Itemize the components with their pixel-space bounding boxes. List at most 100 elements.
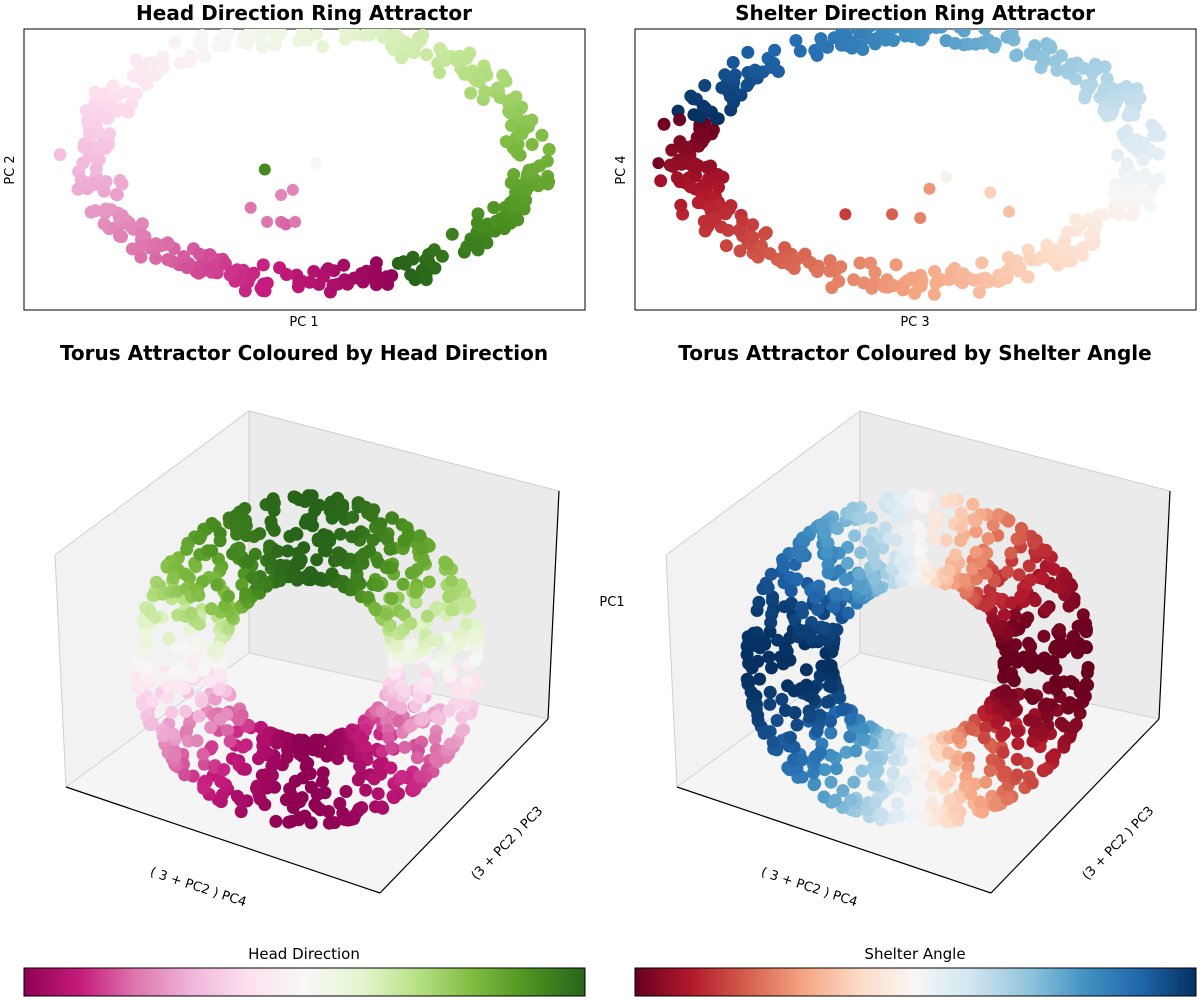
torus-point [844,713,858,726]
ring-point [121,105,135,119]
ring-point [86,105,100,118]
torus-point [763,685,777,699]
ring-point [240,37,254,51]
outlier-point [310,157,323,170]
torus-point [270,736,284,750]
torus-point [977,731,991,745]
ring-point [972,285,986,299]
torus-point [820,546,834,560]
ring-point [968,273,981,287]
torus-point [1025,776,1039,790]
torus-point [397,534,411,547]
torus-point [824,714,837,728]
torus-point [914,526,928,539]
torus-point [303,767,317,781]
ring-point [1136,153,1150,167]
torus-point [1026,734,1040,748]
panel4-title: Torus Attractor Coloured by Shelter Angl… [678,341,1151,365]
ring-point [337,258,351,272]
colorbar-head-direction: Head Direction [23,945,586,997]
torus-point [973,795,987,809]
torus-point [939,776,953,789]
torus-point [1054,716,1068,730]
ring-point [307,265,321,278]
torus-point [931,805,944,819]
ring-point [1111,148,1124,162]
torus-point [954,534,968,548]
torus-point [1064,675,1078,689]
torus-point [878,521,892,535]
torus-point [197,781,211,795]
torus-point [183,668,197,682]
torus-point [927,769,941,783]
torus-point [289,490,302,504]
torus-point [250,779,264,793]
panel2-xlabel: PC 3 [900,315,929,330]
torus-point [905,809,919,823]
ring-point [519,193,533,207]
torus-point [374,517,388,531]
torus-point [954,520,968,534]
ring-point [89,161,103,175]
ring-point [1097,207,1111,221]
torus-point [948,548,962,562]
torus-point [777,600,791,614]
ring-point [84,205,98,219]
torus-point [208,692,222,706]
torus-point [750,626,764,640]
torus-point [784,584,798,598]
ring-point [505,119,518,132]
torus-point [460,599,474,613]
torus-point [173,661,187,675]
torus-point [1014,590,1028,603]
torus-point [954,790,968,804]
torus-point [398,684,412,698]
ring-point [1074,218,1088,232]
torus-point [824,775,838,789]
torus-point [855,764,869,778]
ring-point [511,213,525,227]
torus-point [274,558,288,572]
torus-point [213,712,227,726]
torus-point [413,770,427,784]
panel3-title: Torus Attractor Coloured by Head Directi… [60,341,548,365]
torus-point [383,542,397,556]
torus-point [1009,704,1022,718]
torus-point [356,549,370,563]
torus-point [146,694,160,708]
torus-point [469,653,483,667]
ring-point [708,212,722,226]
torus-point [815,633,829,647]
torus-point [215,788,229,802]
torus-point [290,527,304,541]
torus-point [1009,638,1023,652]
torus-point [236,740,250,754]
torus-point [1048,642,1062,656]
torus-point [887,753,901,767]
torus-point [1040,710,1054,723]
torus-point [807,766,820,780]
torus-point [986,518,1000,532]
ring-point [519,184,533,198]
torus-point [223,734,237,748]
torus-point [765,661,778,675]
ring-point [541,177,555,191]
ring-point [1152,147,1165,161]
ring-point [863,256,877,270]
torus-point [1053,623,1066,637]
torus-point [1028,594,1042,608]
torus-point [763,697,777,711]
torus-point [783,730,797,744]
torus-point [162,632,176,646]
torus-point [1010,532,1024,546]
ring-point [1075,248,1089,262]
ring-point [1153,128,1167,142]
ring-point [684,89,698,103]
torus-point [239,529,253,543]
torus-point [1010,724,1024,738]
ring-point [71,182,85,196]
ring-point [905,29,919,38]
ring-point [1120,80,1133,93]
torus-point [298,516,312,530]
torus-point [788,706,802,720]
